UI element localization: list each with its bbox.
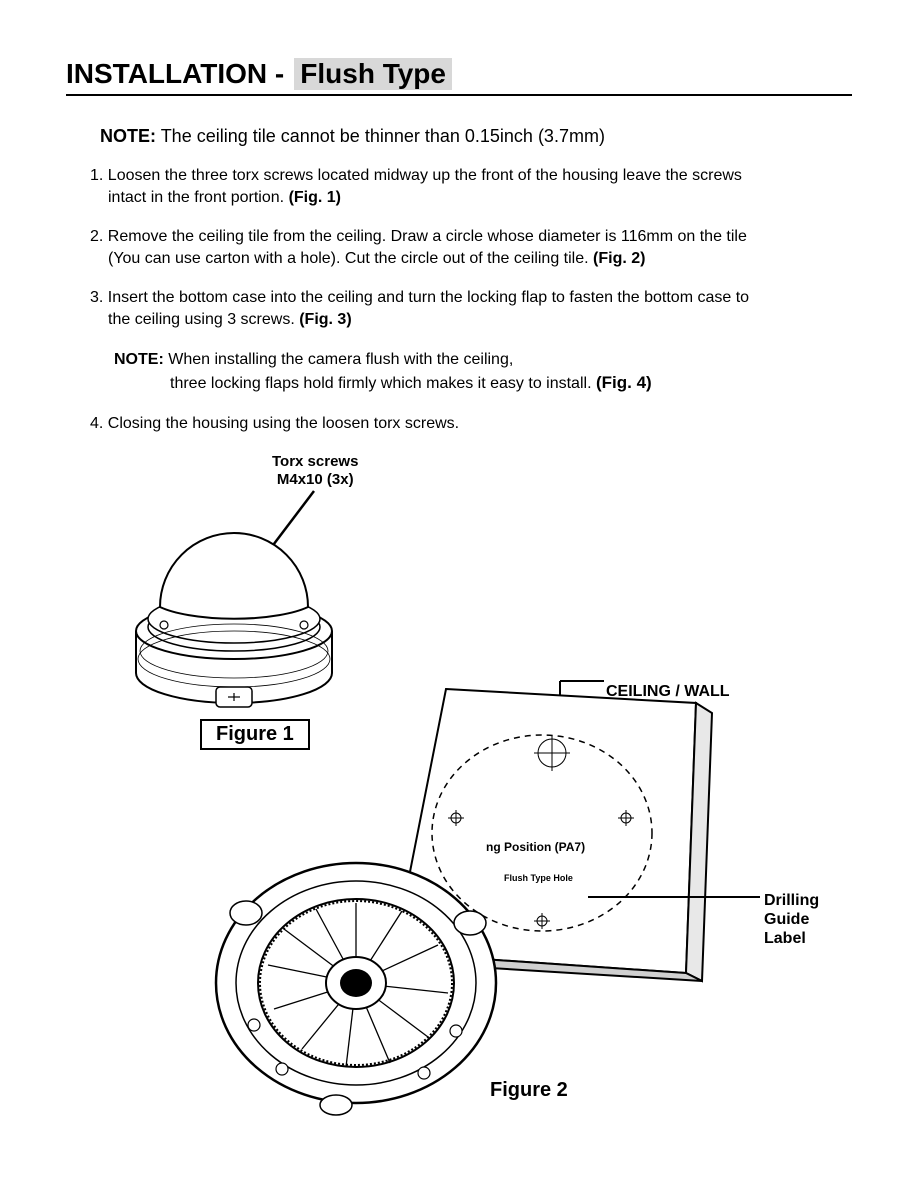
drill-l1: Drilling xyxy=(764,892,819,909)
step-1-line1: 1. Loosen the three torx screws located … xyxy=(90,167,742,184)
inner-note-label: NOTE: xyxy=(114,351,164,368)
torx-l2: M4x10 (3x) xyxy=(277,471,354,488)
camera-body-icon xyxy=(216,863,496,1115)
step-4: 4. Closing the housing using the loosen … xyxy=(90,413,852,435)
top-note: NOTE: The ceiling tile cannot be thinner… xyxy=(100,126,852,147)
title-sub: Flush Type xyxy=(294,58,452,90)
step-3-line2: the ceiling using 3 screws. xyxy=(108,311,295,328)
inner-note-line2: three locking flaps hold firmly which ma… xyxy=(170,375,592,392)
step-2-line2: (You can use carton with a hole). Cut th… xyxy=(108,250,589,267)
drilling-guide-label: Drilling Guide Label xyxy=(764,891,852,949)
fig2-inner-text2: Flush Type Hole xyxy=(504,873,573,883)
figure-2-caption: Figure 2 xyxy=(476,1077,582,1104)
step-1-line2: intact in the front portion. xyxy=(108,189,284,206)
inner-note: NOTE: When installing the camera flush w… xyxy=(114,349,852,396)
step-1-fig: (Fig. 1) xyxy=(289,189,341,206)
step-3-line1: 3. Insert the bottom case into the ceili… xyxy=(90,289,749,306)
inner-note-line1: When installing the camera flush with th… xyxy=(168,351,513,368)
inner-note-fig: (Fig. 4) xyxy=(596,373,652,392)
step-3: 3. Insert the bottom case into the ceili… xyxy=(90,287,852,330)
fig2-inner-text1: ng Position (PA7) xyxy=(486,840,585,854)
figures-area: manualshive.com Torx screws M4x10 (3x) F… xyxy=(66,453,852,1173)
ceiling-wall-label: CEILING / WALL xyxy=(606,683,730,701)
step-2-fig: (Fig. 2) xyxy=(593,250,645,267)
note-text: The ceiling tile cannot be thinner than … xyxy=(161,126,605,146)
title-main: INSTALLATION - xyxy=(66,58,284,90)
step-2-line1: 2. Remove the ceiling tile from the ceil… xyxy=(90,228,747,245)
drill-l2: Guide Label xyxy=(764,911,809,947)
step-2: 2. Remove the ceiling tile from the ceil… xyxy=(90,226,852,269)
torx-label: Torx screws M4x10 (3x) xyxy=(272,453,358,489)
step-1: 1. Loosen the three torx screws located … xyxy=(90,165,852,208)
step-4-text: 4. Closing the housing using the loosen … xyxy=(90,415,459,432)
step-3-fig: (Fig. 3) xyxy=(299,311,351,328)
note-label: NOTE: xyxy=(100,126,156,146)
torx-l1: Torx screws xyxy=(272,453,358,470)
page-title-row: INSTALLATION - Flush Type xyxy=(66,58,852,96)
